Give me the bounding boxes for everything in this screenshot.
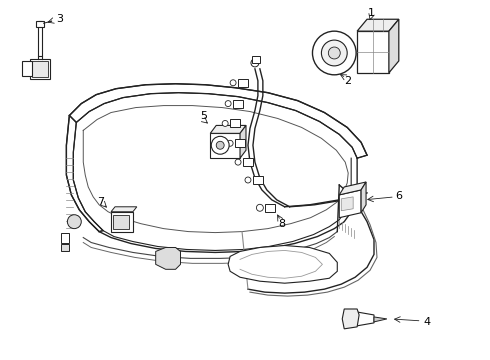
Polygon shape xyxy=(22,61,32,76)
Polygon shape xyxy=(342,309,359,329)
Polygon shape xyxy=(243,158,253,166)
Polygon shape xyxy=(252,56,260,63)
Circle shape xyxy=(256,204,263,211)
Polygon shape xyxy=(233,100,243,108)
Polygon shape xyxy=(238,79,248,87)
Circle shape xyxy=(211,136,229,154)
Polygon shape xyxy=(30,59,49,79)
Polygon shape xyxy=(265,204,275,212)
Circle shape xyxy=(321,40,347,66)
Circle shape xyxy=(222,121,228,126)
Circle shape xyxy=(230,80,236,86)
Polygon shape xyxy=(113,215,129,229)
Text: 7: 7 xyxy=(98,197,105,207)
Polygon shape xyxy=(61,244,70,251)
Polygon shape xyxy=(61,233,70,243)
Polygon shape xyxy=(339,182,366,195)
Polygon shape xyxy=(339,190,361,218)
Polygon shape xyxy=(374,317,387,322)
Polygon shape xyxy=(341,197,353,211)
Polygon shape xyxy=(210,133,240,158)
Polygon shape xyxy=(240,125,246,158)
Polygon shape xyxy=(235,139,245,147)
Text: 6: 6 xyxy=(395,191,402,201)
Polygon shape xyxy=(357,19,399,31)
Polygon shape xyxy=(38,21,42,56)
Polygon shape xyxy=(361,182,366,213)
Text: 8: 8 xyxy=(278,219,285,229)
Circle shape xyxy=(225,100,231,107)
Text: 5: 5 xyxy=(200,112,207,121)
Text: 1: 1 xyxy=(368,8,374,18)
Circle shape xyxy=(216,141,224,149)
Polygon shape xyxy=(32,61,48,77)
Text: 4: 4 xyxy=(423,317,430,327)
Circle shape xyxy=(313,31,356,75)
Polygon shape xyxy=(156,247,180,269)
Polygon shape xyxy=(228,246,337,283)
Circle shape xyxy=(328,47,340,59)
Polygon shape xyxy=(66,116,103,231)
Polygon shape xyxy=(351,311,374,327)
Text: 2: 2 xyxy=(343,76,351,86)
Polygon shape xyxy=(70,84,367,158)
Circle shape xyxy=(235,159,241,165)
Circle shape xyxy=(68,215,81,229)
Polygon shape xyxy=(210,125,246,133)
Polygon shape xyxy=(253,176,263,184)
Polygon shape xyxy=(36,21,44,27)
Circle shape xyxy=(251,59,259,67)
Polygon shape xyxy=(389,19,399,73)
Polygon shape xyxy=(230,120,240,127)
Circle shape xyxy=(227,140,233,146)
Polygon shape xyxy=(111,212,133,231)
Circle shape xyxy=(245,177,251,183)
Polygon shape xyxy=(111,207,137,212)
Polygon shape xyxy=(357,31,389,73)
Text: 3: 3 xyxy=(56,14,63,24)
